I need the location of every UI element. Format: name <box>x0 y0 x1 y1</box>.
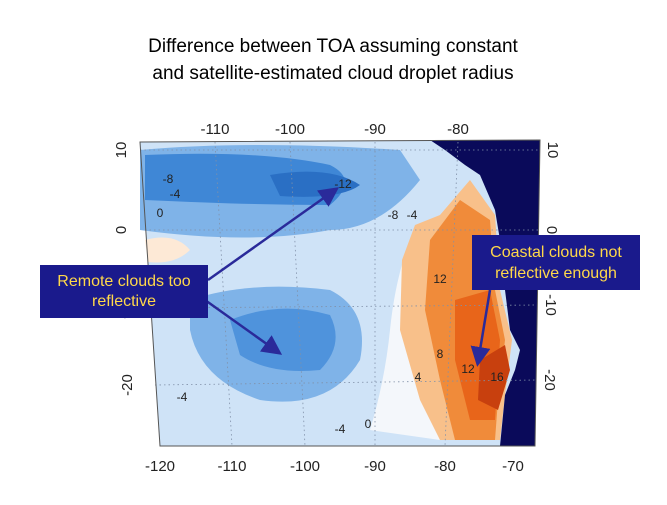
annotation-right: Coastal clouds not reflective enough <box>470 235 640 367</box>
tick-label: -10 <box>542 294 559 316</box>
tick-label: 10 <box>113 142 130 159</box>
tick-label: -120 <box>145 458 175 475</box>
tick-label: -100 <box>275 121 305 138</box>
tick-label: -20 <box>541 369 558 391</box>
annotation-text: reflective <box>92 293 156 310</box>
tick-label: -20 <box>119 374 136 396</box>
contour-label: 0 <box>365 417 372 431</box>
annotation-text: reflective enough <box>495 265 617 282</box>
tick-label: -110 <box>218 458 247 475</box>
tick-label: -80 <box>447 121 469 138</box>
title: and satellite-estimated cloud droplet ra… <box>152 63 513 84</box>
contour-label: 16 <box>490 370 504 384</box>
tick-label: -90 <box>364 458 386 475</box>
tick-label: 0 <box>113 226 130 234</box>
annotation-text: Remote clouds too <box>57 273 191 290</box>
axis-labels: -110 -100 -90 -80 -120 -110 -100 -90 -80… <box>113 121 561 475</box>
contour-label: -12 <box>334 177 352 191</box>
contour-label: -8 <box>388 208 399 222</box>
tick-label: -100 <box>290 458 320 475</box>
annotation-left: Remote clouds too reflective <box>40 187 340 355</box>
tick-label: -110 <box>201 121 230 138</box>
contour-label: -4 <box>177 390 188 404</box>
contour-label: -4 <box>335 422 346 436</box>
contour-label: 12 <box>433 272 447 286</box>
contour-label: 8 <box>437 347 444 361</box>
tick-label: 0 <box>543 226 560 234</box>
contour-label: -8 <box>163 172 174 186</box>
tick-label: -90 <box>364 121 386 138</box>
contour-label: -4 <box>407 208 418 222</box>
contour-label: 0 <box>157 206 164 220</box>
contour-label: 4 <box>415 370 422 384</box>
tick-label: 10 <box>544 142 561 159</box>
tick-label: -70 <box>502 458 524 475</box>
annotation-text: Coastal clouds not <box>490 244 622 261</box>
title: Difference between TOA assuming constant <box>148 36 518 57</box>
contour-label: -4 <box>170 187 181 201</box>
tick-label: -80 <box>434 458 456 475</box>
contour-label: 12 <box>461 362 475 376</box>
